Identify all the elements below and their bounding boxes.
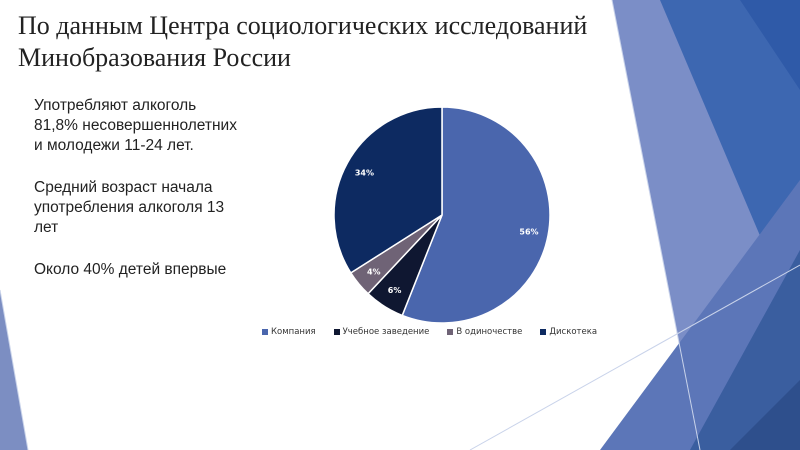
bullet-item: Средний возраст начала употребления алко…: [14, 178, 284, 238]
pie-slice-label: 6%: [388, 286, 402, 295]
legend-item: В одиночестве: [447, 327, 522, 337]
legend-label: Компания: [271, 327, 316, 337]
bullet-item: Около 40% детей впервые: [14, 260, 284, 280]
decor-shape-6: [730, 380, 800, 450]
pie-chart: 56% 6% 4% 34%: [333, 106, 551, 324]
bullet-text: Около 40% детей впервые: [34, 261, 227, 278]
pie-slice-label: 34%: [355, 168, 374, 177]
legend-label: Учебное заведение: [342, 327, 430, 337]
legend-swatch: [447, 329, 454, 335]
legend-label: Дискотека: [549, 327, 598, 337]
bullet-text: Средний возраст начала употребления алко…: [34, 179, 225, 236]
bullet-marker-icon: [14, 178, 34, 238]
legend-item: Учебное заведение: [333, 327, 430, 337]
slide-title: По данным Центра социологических исследо…: [18, 11, 588, 72]
bullet-item: Употребляют алкоголь 81,8% несовершеннол…: [14, 96, 284, 156]
bullet-text: Употребляют алкоголь 81,8% несовершеннол…: [34, 97, 237, 154]
legend-item: Компания: [262, 327, 316, 337]
pie-slice-label: 56%: [519, 228, 538, 237]
bullet-marker-icon: [14, 260, 34, 280]
legend-item: Дискотека: [540, 327, 597, 337]
bullet-marker-icon: [14, 96, 34, 156]
legend-label: В одиночестве: [456, 327, 523, 337]
legend-swatch: [333, 329, 340, 335]
decor-line-3: [0, 289, 29, 450]
pie-slice: [401, 106, 551, 324]
pie-slice: [333, 106, 443, 274]
bullet-list: Употребляют алкоголь 81,8% несовершеннол…: [14, 96, 284, 302]
decor-shape-3: [740, 0, 800, 90]
chart-legend: Компания Учебное заведение В одиночестве…: [262, 327, 597, 337]
decor-line-2: [469, 264, 800, 450]
decor-shape-5: [690, 250, 800, 450]
pie-slice-label: 4%: [367, 267, 381, 276]
legend-swatch: [262, 329, 268, 335]
legend-swatch: [540, 329, 547, 335]
decor-line-1: [611, 0, 701, 450]
